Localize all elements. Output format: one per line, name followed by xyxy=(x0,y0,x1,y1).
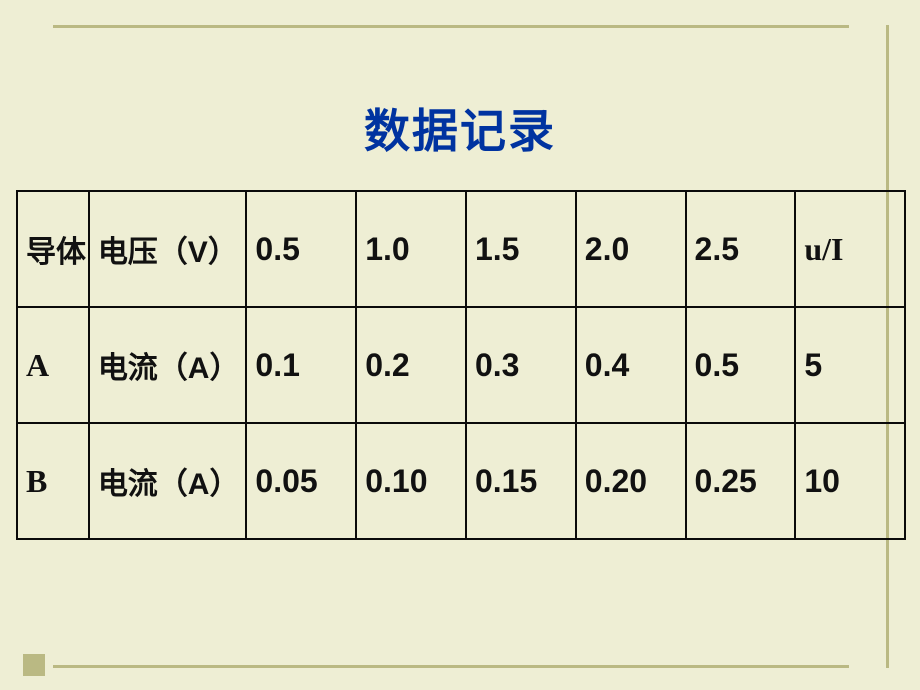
row-b-value-1: 0.10 xyxy=(356,423,466,539)
header-conductor: 导体 xyxy=(17,191,89,307)
row-a-value-0: 0.1 xyxy=(246,307,356,423)
table-header-row: 导体 电压（V） 0.5 1.0 1.5 2.0 2.5 u/I xyxy=(17,191,905,307)
row-b-value-0: 0.05 xyxy=(246,423,356,539)
header-conductor-label: 导体 xyxy=(26,236,86,269)
row-a-value-4: 0.5 xyxy=(686,307,796,423)
table-row: B 电流（A） 0.05 0.10 0.15 0.20 0.25 10 xyxy=(17,423,905,539)
row-b-value-3: 0.20 xyxy=(576,423,686,539)
row-b-ratio: 10 xyxy=(795,423,905,539)
row-a-value-2: 0.3 xyxy=(466,307,576,423)
header-ratio-label: u/I xyxy=(795,191,905,307)
slide-title: 数据记录 xyxy=(0,95,920,161)
conductor-b-label: B xyxy=(17,423,89,539)
table-row: A 电流（A） 0.1 0.2 0.3 0.4 0.5 5 xyxy=(17,307,905,423)
decoration-hbar-top xyxy=(53,25,849,28)
header-voltage-label: 电压（V） xyxy=(89,191,247,307)
voltage-value-3: 2.0 xyxy=(576,191,686,307)
decoration-corner-square xyxy=(23,654,45,676)
row-b-value-2: 0.15 xyxy=(466,423,576,539)
row-a-value-3: 0.4 xyxy=(576,307,686,423)
data-record-table: 导体 电压（V） 0.5 1.0 1.5 2.0 2.5 u/I A 电流（A）… xyxy=(16,190,906,540)
row-a-value-1: 0.2 xyxy=(356,307,466,423)
voltage-value-1: 1.0 xyxy=(356,191,466,307)
voltage-value-0: 0.5 xyxy=(246,191,356,307)
voltage-value-4: 2.5 xyxy=(686,191,796,307)
row-a-ratio: 5 xyxy=(795,307,905,423)
conductor-a-label: A xyxy=(17,307,89,423)
voltage-value-2: 1.5 xyxy=(466,191,576,307)
row-b-measure-label: 电流（A） xyxy=(89,423,247,539)
decoration-hbar-bottom xyxy=(53,665,849,668)
row-a-measure-label: 电流（A） xyxy=(89,307,247,423)
row-b-value-4: 0.25 xyxy=(686,423,796,539)
